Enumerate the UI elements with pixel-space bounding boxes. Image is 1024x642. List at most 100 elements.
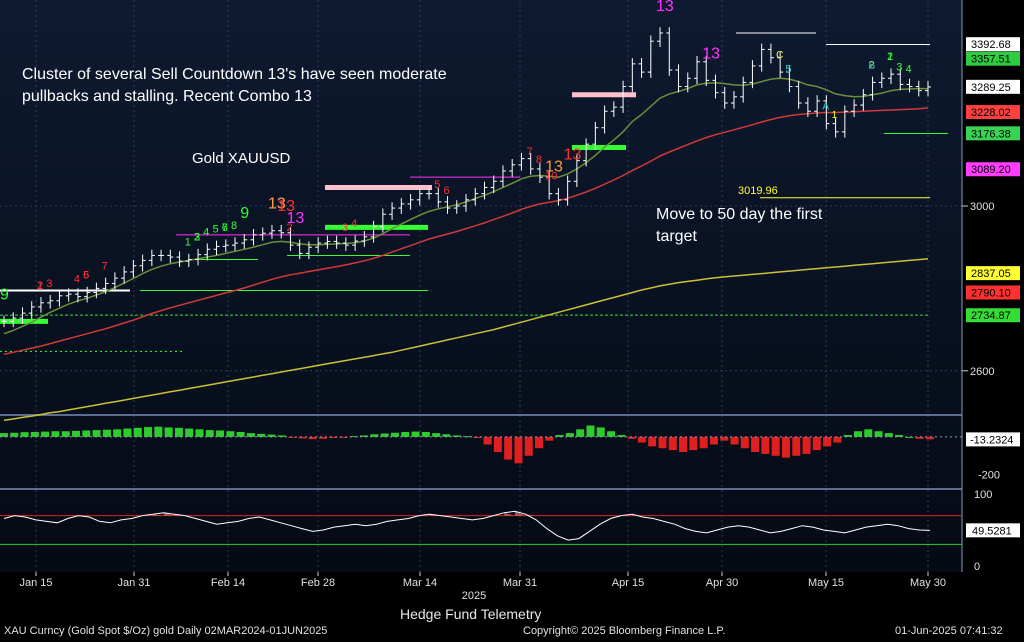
macd-bar [720,436,729,441]
sequential-marker: 4 [906,64,912,76]
macd-bar [421,431,430,437]
macd-bar [267,434,276,437]
macd-tick-label: -200 [978,470,1000,482]
macd-bar [926,436,934,440]
macd-bar [802,436,811,454]
macd-bar [113,429,122,437]
sequential-marker: 9 [240,205,249,222]
footer-security: XAU Curncy (Gold Spot $/Oz) gold Daily 0… [4,625,328,637]
macd-bar [339,436,348,438]
macd-bar [617,435,626,437]
macd-bar [823,436,832,447]
macd-bar [555,435,564,437]
macd-bar [41,431,50,437]
year-label: 2025 [462,590,486,602]
sequential-marker: 7 [222,222,228,234]
sequential-marker: A [822,102,829,113]
macd-bar [668,436,677,451]
sequential-marker: 2 [286,222,292,234]
macd-bar [277,435,286,437]
macd-bar [905,436,914,438]
sequential-marker: C [776,50,783,61]
macd-bar [51,431,60,437]
footer-title: Hedge Fund Telemetry [400,606,542,622]
macd-bar [246,433,255,437]
sequential-marker: 5 [83,270,89,282]
sequential-marker: 7 [102,260,108,272]
level-label-3019: 3019.96 [738,185,778,197]
macd-bar [380,433,389,437]
macd-bar [853,431,862,437]
annotation-target-note: Move to 50 day the first target [656,206,823,245]
sequential-marker: 2 [869,59,875,71]
macd-bar [20,432,29,437]
macd-bar [565,433,574,437]
plot-background [0,0,962,572]
price-label: 2734.87 [971,310,1011,322]
price-label-box [966,51,1020,66]
sequential-marker: 1 [185,237,191,249]
macd-bar [751,436,760,452]
price-label: 2790.10 [971,287,1011,299]
sequential-marker: 4 [203,226,209,238]
macd-bar [401,431,410,437]
date-tick-label: Mar 31 [503,577,537,589]
macd-bar [864,429,873,437]
sequential-marker: 4 [351,218,357,230]
macd-histogram [0,425,962,464]
rsi-tick-label: 0 [974,561,980,573]
sequential-marker: 5 [434,179,440,191]
macd-bar [607,431,616,437]
sequential-marker: 1 [832,110,838,121]
macd-bar [349,436,358,438]
date-tick-label: Apr 30 [706,577,738,589]
sequential-marker: 4 [74,274,80,286]
macd-bar [483,436,492,445]
macd-bar [370,434,379,437]
rsi-tick-label: 100 [974,489,992,501]
macd-bar [843,435,852,437]
macd-bar [699,436,708,449]
macd-bar [390,432,399,437]
date-tick-label: Apr 15 [612,577,644,589]
price-label-box [966,37,1020,52]
date-tick-label: May 30 [910,577,946,589]
macd-bar [216,430,225,437]
macd-bar [648,436,657,447]
macd-bar [833,436,842,443]
sequential-marker: 6 [444,185,450,197]
macd-bar [432,433,441,437]
macd-bar [689,436,698,451]
macd-bar [185,428,194,437]
price-label: 2837.05 [971,268,1011,280]
date-tick-label: Jan 31 [117,577,150,589]
rsi-label-box [966,523,1020,538]
sequential-marker: 13 [702,45,720,62]
sequential-marker: 1 [37,280,43,292]
macd-bar [730,436,739,445]
sequential-marker: 3 [896,61,902,73]
macd-bar [709,436,718,445]
macd-bar [812,436,821,451]
price-label: 3289.25 [971,82,1011,94]
macd-bar [308,436,317,440]
sequential-marker: 2 [194,232,200,244]
macd-bar [154,426,163,437]
macd-bar [586,425,595,437]
macd-bar [360,435,369,437]
sequential-marker: 2 [887,51,893,63]
panel-separators [0,0,963,572]
sequential-marker: 10 [545,171,557,183]
date-tick-label: Feb 28 [301,577,335,589]
macd-bar [61,431,70,437]
macd-bar [195,429,204,437]
macd-bar [174,427,183,437]
macd-bar [884,433,893,437]
macd-bar [452,435,461,437]
footer-copyright: Copyright© 2025 Bloomberg Finance L.P. [523,625,726,637]
price-tick-label: 3000 [970,201,994,213]
sequential-marker: 13 [268,196,286,213]
macd-bar [288,436,297,438]
macd-bar [442,434,451,437]
